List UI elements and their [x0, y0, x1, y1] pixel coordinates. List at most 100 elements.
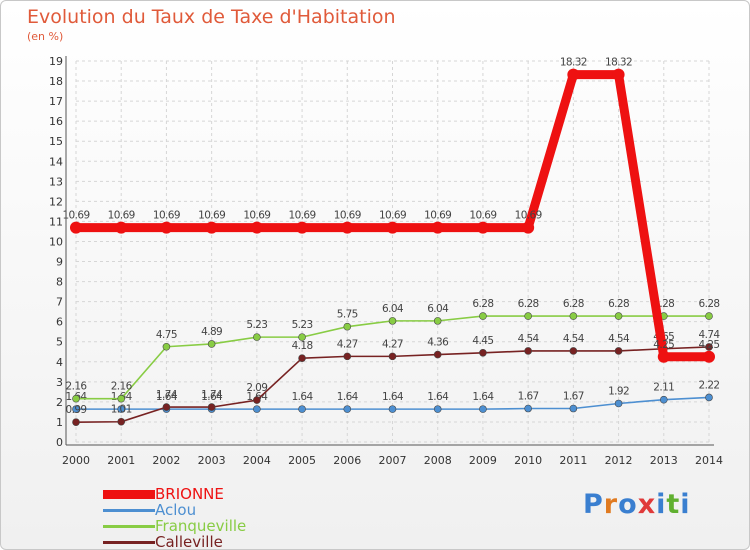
data-point: [72, 405, 80, 413]
data-label: 10.69: [108, 210, 135, 222]
x-tick-label: 2013: [650, 454, 678, 467]
data-point: [298, 354, 306, 362]
data-label: 10.69: [62, 210, 89, 222]
legend-swatch: [103, 541, 155, 544]
data-label: 1.67: [518, 391, 539, 403]
data-point: [72, 418, 80, 426]
y-tick-label: 12: [49, 195, 63, 208]
data-label: 4.54: [518, 333, 540, 345]
y-tick-label: 11: [49, 215, 63, 228]
data-label: 1.74: [156, 389, 178, 401]
logo-letter: i: [656, 489, 667, 520]
data-point: [117, 417, 126, 426]
data-label: 10.69: [424, 210, 451, 222]
logo-letter: t: [666, 489, 681, 520]
data-point: [343, 405, 352, 413]
data-point: [205, 221, 218, 234]
y-tick-label: 2: [56, 396, 63, 409]
data-label: 6.28: [518, 298, 539, 310]
legend-swatch: [103, 490, 155, 499]
legend-swatch: [103, 525, 155, 528]
data-point: [162, 342, 171, 351]
data-label: 2.22: [699, 379, 720, 391]
x-tick-label: 2006: [333, 454, 361, 467]
x-tick-label: 2014: [695, 454, 723, 467]
data-point: [569, 404, 578, 413]
data-point: [433, 350, 442, 359]
data-label: 10.69: [515, 210, 542, 222]
proxiti-logo: Proxiti: [583, 489, 691, 520]
data-point: [296, 221, 309, 234]
x-tick-label: 2002: [152, 454, 180, 467]
data-label: 1.64: [427, 391, 449, 403]
data-point: [524, 347, 532, 355]
data-point: [433, 317, 442, 325]
data-point: [253, 396, 261, 404]
y-tick-label: 16: [49, 115, 63, 128]
data-point: [343, 352, 352, 361]
data-label: 4.45: [472, 335, 493, 347]
x-tick-label: 2003: [198, 454, 226, 467]
data-point: [705, 393, 713, 402]
data-label: 5.23: [246, 319, 267, 331]
data-label: 4.27: [382, 338, 403, 350]
data-point: [479, 312, 487, 320]
data-point: [386, 221, 399, 234]
data-label: 0.99: [66, 404, 87, 416]
data-point: [705, 343, 713, 351]
data-label: 10.69: [198, 210, 225, 222]
data-point: [117, 405, 126, 413]
data-point: [705, 312, 713, 320]
data-point: [614, 312, 623, 320]
x-tick-label: 2011: [559, 454, 587, 467]
data-point: [569, 347, 578, 355]
y-tick-label: 17: [49, 95, 63, 108]
data-label: 4.36: [427, 337, 449, 349]
data-label: 18.32: [560, 57, 587, 69]
data-point: [162, 403, 171, 411]
x-tick-label: 2000: [62, 454, 90, 467]
y-tick-label: 5: [56, 336, 63, 349]
data-point: [522, 221, 535, 234]
y-tick-label: 7: [56, 296, 63, 309]
y-tick-label: 18: [49, 75, 63, 88]
x-tick-label: 2005: [288, 454, 316, 467]
data-point: [659, 395, 668, 404]
data-label: 18.32: [605, 57, 632, 69]
data-point: [388, 405, 397, 413]
data-point: [72, 394, 80, 403]
data-label: 4.25: [699, 339, 720, 351]
data-point: [612, 68, 625, 81]
data-point: [160, 221, 173, 234]
y-tick-label: 19: [49, 55, 63, 68]
data-point: [657, 350, 670, 363]
y-tick-label: 4: [56, 356, 63, 369]
data-label: 5.75: [337, 309, 358, 321]
legend-label: Aclou: [155, 501, 197, 519]
data-point: [117, 394, 126, 403]
data-label: 1.64: [156, 391, 178, 403]
data-point: [524, 312, 532, 320]
data-point: [298, 333, 306, 341]
data-label: 6.28: [608, 298, 629, 310]
data-label: 10.69: [289, 210, 316, 222]
data-label: 4.54: [563, 333, 585, 345]
logo-letter: r: [603, 489, 619, 520]
data-point: [476, 221, 489, 234]
data-point: [388, 352, 397, 361]
legend-label: BRIONNE: [155, 485, 224, 503]
data-label: 4.27: [337, 338, 358, 350]
data-label: 1.67: [563, 391, 584, 403]
data-point: [70, 221, 82, 234]
data-label: 1.64: [201, 391, 223, 403]
data-label: 2.16: [66, 381, 88, 393]
y-tick-label: 1: [56, 416, 63, 429]
data-label: 6.28: [563, 298, 584, 310]
data-point: [253, 405, 261, 413]
x-tick-label: 2012: [605, 454, 633, 467]
data-label: 6.28: [472, 298, 493, 310]
data-point: [614, 347, 623, 355]
data-point: [207, 340, 216, 348]
